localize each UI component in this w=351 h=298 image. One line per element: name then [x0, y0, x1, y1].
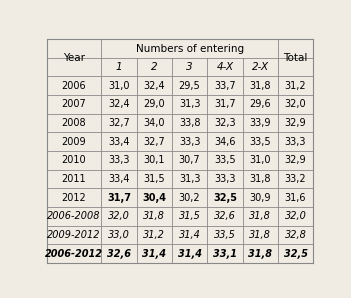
Text: 31,6: 31,6	[285, 193, 306, 203]
Text: 33,3: 33,3	[214, 174, 236, 184]
Text: 3: 3	[186, 62, 193, 72]
Text: 2007: 2007	[61, 100, 86, 109]
Text: 32,8: 32,8	[285, 230, 306, 240]
Text: 32,4: 32,4	[108, 100, 130, 109]
Text: 32,0: 32,0	[108, 211, 130, 221]
Text: 2-X: 2-X	[252, 62, 269, 72]
Text: 29,5: 29,5	[179, 81, 200, 91]
Text: 31,8: 31,8	[143, 211, 165, 221]
Text: 31,3: 31,3	[179, 174, 200, 184]
Text: 31,4: 31,4	[142, 249, 166, 259]
Text: Year: Year	[63, 53, 85, 63]
Text: 32,0: 32,0	[285, 100, 306, 109]
Text: 32,7: 32,7	[144, 137, 165, 147]
Text: 32,9: 32,9	[285, 118, 306, 128]
Text: 31,4: 31,4	[179, 230, 200, 240]
Text: 2: 2	[151, 62, 158, 72]
Text: 29,0: 29,0	[144, 100, 165, 109]
Text: 34,6: 34,6	[214, 137, 236, 147]
Text: 31,0: 31,0	[108, 81, 130, 91]
Text: Total: Total	[283, 53, 308, 63]
Text: 33,5: 33,5	[214, 230, 236, 240]
Text: 30,2: 30,2	[179, 193, 200, 203]
Text: 33,3: 33,3	[108, 155, 130, 165]
Text: 33,5: 33,5	[250, 137, 271, 147]
Text: 32,7: 32,7	[108, 118, 130, 128]
Text: 33,9: 33,9	[250, 118, 271, 128]
Text: 33,2: 33,2	[285, 174, 306, 184]
Text: 31,7: 31,7	[214, 100, 236, 109]
Text: 31,2: 31,2	[285, 81, 306, 91]
Text: 33,0: 33,0	[108, 230, 130, 240]
Text: 33,8: 33,8	[179, 118, 200, 128]
Text: 31,4: 31,4	[178, 249, 201, 259]
Text: 33,7: 33,7	[214, 81, 236, 91]
Text: 31,5: 31,5	[144, 174, 165, 184]
Text: 32,9: 32,9	[285, 155, 306, 165]
Text: 33,1: 33,1	[213, 249, 237, 259]
Text: 32,5: 32,5	[213, 193, 237, 203]
Text: 33,5: 33,5	[214, 155, 236, 165]
Text: 2008: 2008	[62, 118, 86, 128]
Text: 31,8: 31,8	[249, 211, 271, 221]
Text: 33,4: 33,4	[108, 137, 130, 147]
Text: 30,4: 30,4	[142, 193, 166, 203]
Text: 32,6: 32,6	[107, 249, 131, 259]
Text: 2006: 2006	[62, 81, 86, 91]
Text: 32,6: 32,6	[214, 211, 236, 221]
Text: 31,7: 31,7	[107, 193, 131, 203]
Text: 33,4: 33,4	[108, 174, 130, 184]
Text: 32,4: 32,4	[144, 81, 165, 91]
Text: 2009: 2009	[62, 137, 86, 147]
Text: 33,3: 33,3	[179, 137, 200, 147]
Text: 31,8: 31,8	[250, 81, 271, 91]
Text: 33,3: 33,3	[285, 137, 306, 147]
Text: 2009-2012: 2009-2012	[47, 230, 101, 240]
Text: Numbers of entering: Numbers of entering	[135, 44, 244, 54]
Text: 30,7: 30,7	[179, 155, 200, 165]
Text: 34,0: 34,0	[144, 118, 165, 128]
Text: 31,8: 31,8	[249, 230, 271, 240]
Text: 2011: 2011	[62, 174, 86, 184]
Text: 31,2: 31,2	[143, 230, 165, 240]
Text: 31,3: 31,3	[179, 100, 200, 109]
Text: 2012: 2012	[61, 193, 86, 203]
Text: 31,5: 31,5	[179, 211, 200, 221]
Text: 31,8: 31,8	[248, 249, 272, 259]
Text: 30,9: 30,9	[250, 193, 271, 203]
Text: 2010: 2010	[62, 155, 86, 165]
Text: 29,6: 29,6	[250, 100, 271, 109]
Text: 32,0: 32,0	[285, 211, 306, 221]
Text: 32,5: 32,5	[284, 249, 307, 259]
Text: 30,1: 30,1	[144, 155, 165, 165]
Text: 2006-2008: 2006-2008	[47, 211, 101, 221]
Text: 4-X: 4-X	[216, 62, 233, 72]
Text: 31,8: 31,8	[250, 174, 271, 184]
Text: 1: 1	[116, 62, 122, 72]
Text: 31,0: 31,0	[250, 155, 271, 165]
Text: 32,3: 32,3	[214, 118, 236, 128]
Text: 2006-2012: 2006-2012	[45, 249, 103, 259]
